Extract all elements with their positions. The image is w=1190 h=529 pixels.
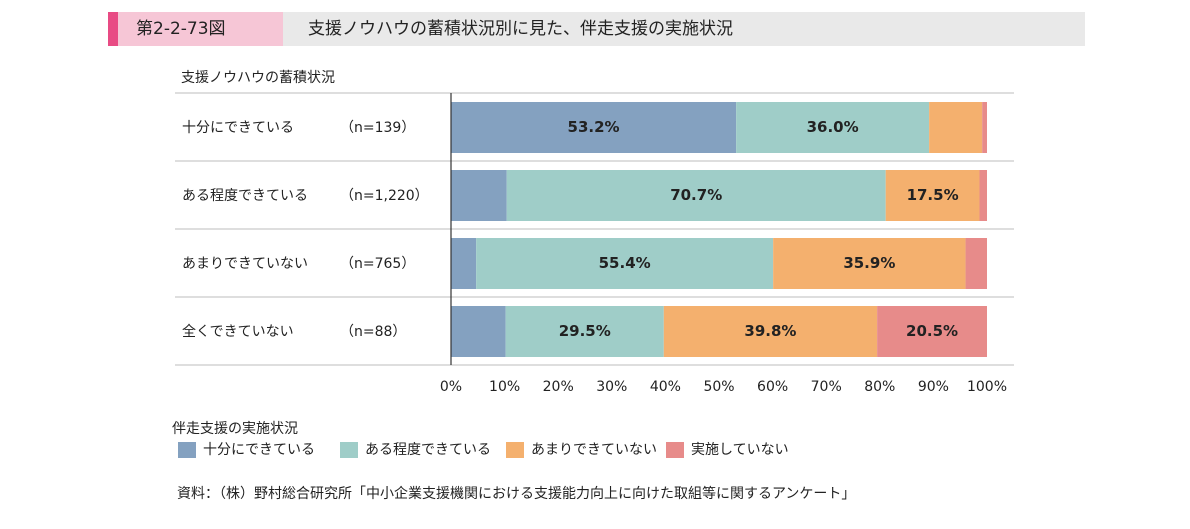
data-label: 17.5% <box>907 186 959 204</box>
bar-segment <box>885 170 980 221</box>
category-label: あまりできていない <box>182 256 308 272</box>
data-label: 55.4% <box>599 254 651 272</box>
legend-label: あまりできていない <box>531 442 657 458</box>
x-tick-label: 60% <box>757 379 788 395</box>
legend-swatch <box>506 442 524 458</box>
figure-number: 第2-2-73図 <box>136 19 226 39</box>
bar-segment <box>451 102 737 153</box>
figure-header: 第2-2-73図 支援ノウハウの蓄積状況別に見た、伴走支援の実施状況 <box>108 12 1085 46</box>
bar-segment <box>982 102 987 153</box>
y-axis-title: 支援ノウハウの蓄積状況 <box>181 70 335 86</box>
legend-label: 実施していない <box>691 442 789 458</box>
legend-label: ある程度できている <box>365 442 491 458</box>
x-tick-label: 80% <box>864 379 895 395</box>
x-tick-label: 20% <box>543 379 574 395</box>
category-n-label: （n=765） <box>340 256 415 272</box>
legend-title: 伴走支援の実施状況 <box>172 421 298 437</box>
bar-segment <box>773 238 966 289</box>
data-label: 53.2% <box>568 118 620 136</box>
x-tick-label: 50% <box>703 379 734 395</box>
bar-segment <box>451 170 507 221</box>
x-tick-label: 40% <box>650 379 681 395</box>
data-label: 70.7% <box>670 186 722 204</box>
x-tick-label: 10% <box>489 379 520 395</box>
category-label: 全くできていない <box>182 323 294 340</box>
bar-segment <box>965 238 987 289</box>
data-label: 20.5% <box>906 322 958 340</box>
x-tick-label: 30% <box>596 379 627 395</box>
x-tick-label: 90% <box>918 379 949 395</box>
data-label: 36.0% <box>807 118 859 136</box>
bar-segment <box>929 102 983 153</box>
category-label: ある程度できている <box>182 188 308 204</box>
bar-segment <box>506 170 886 221</box>
data-label: 35.9% <box>843 254 895 272</box>
bar-segment <box>451 306 506 357</box>
bar-segment <box>505 306 664 357</box>
figure-number-badge: 第2-2-73図 <box>108 12 283 46</box>
stacked-bar-chart: 十分にできている （n=139） 53.2% 36.0% ある程度できている （n=1,2… <box>175 92 1014 395</box>
source-note: 資料：（株）野村総合研究所「中小企業支援機関における支援能力向上に向けた取組等に… <box>177 486 856 502</box>
bar-segment <box>476 238 774 289</box>
category-label: 十分にできている <box>182 120 294 136</box>
badge-accent <box>108 12 118 46</box>
legend-label: 十分にできている <box>203 442 315 458</box>
data-label: 39.8% <box>744 322 796 340</box>
legend-swatch <box>666 442 684 458</box>
category-n-label: （n=88） <box>340 324 406 340</box>
legend-swatch <box>178 442 196 458</box>
bar-segment <box>736 102 930 153</box>
bar-segment <box>979 170 987 221</box>
x-tick-label: 70% <box>811 379 842 395</box>
category-n-label: （n=139） <box>340 120 415 136</box>
legend-swatch <box>340 442 358 458</box>
x-tick-label: 0% <box>440 379 462 395</box>
bar-segment <box>877 306 987 357</box>
figure-title: 支援ノウハウの蓄積状況別に見た、伴走支援の実施状況 <box>308 19 733 39</box>
bar-segment <box>663 306 878 357</box>
category-n-label: （n=1,220） <box>340 188 429 204</box>
bar-segment <box>451 238 477 289</box>
x-tick-label: 100% <box>967 379 1007 395</box>
data-label: 29.5% <box>559 322 611 340</box>
